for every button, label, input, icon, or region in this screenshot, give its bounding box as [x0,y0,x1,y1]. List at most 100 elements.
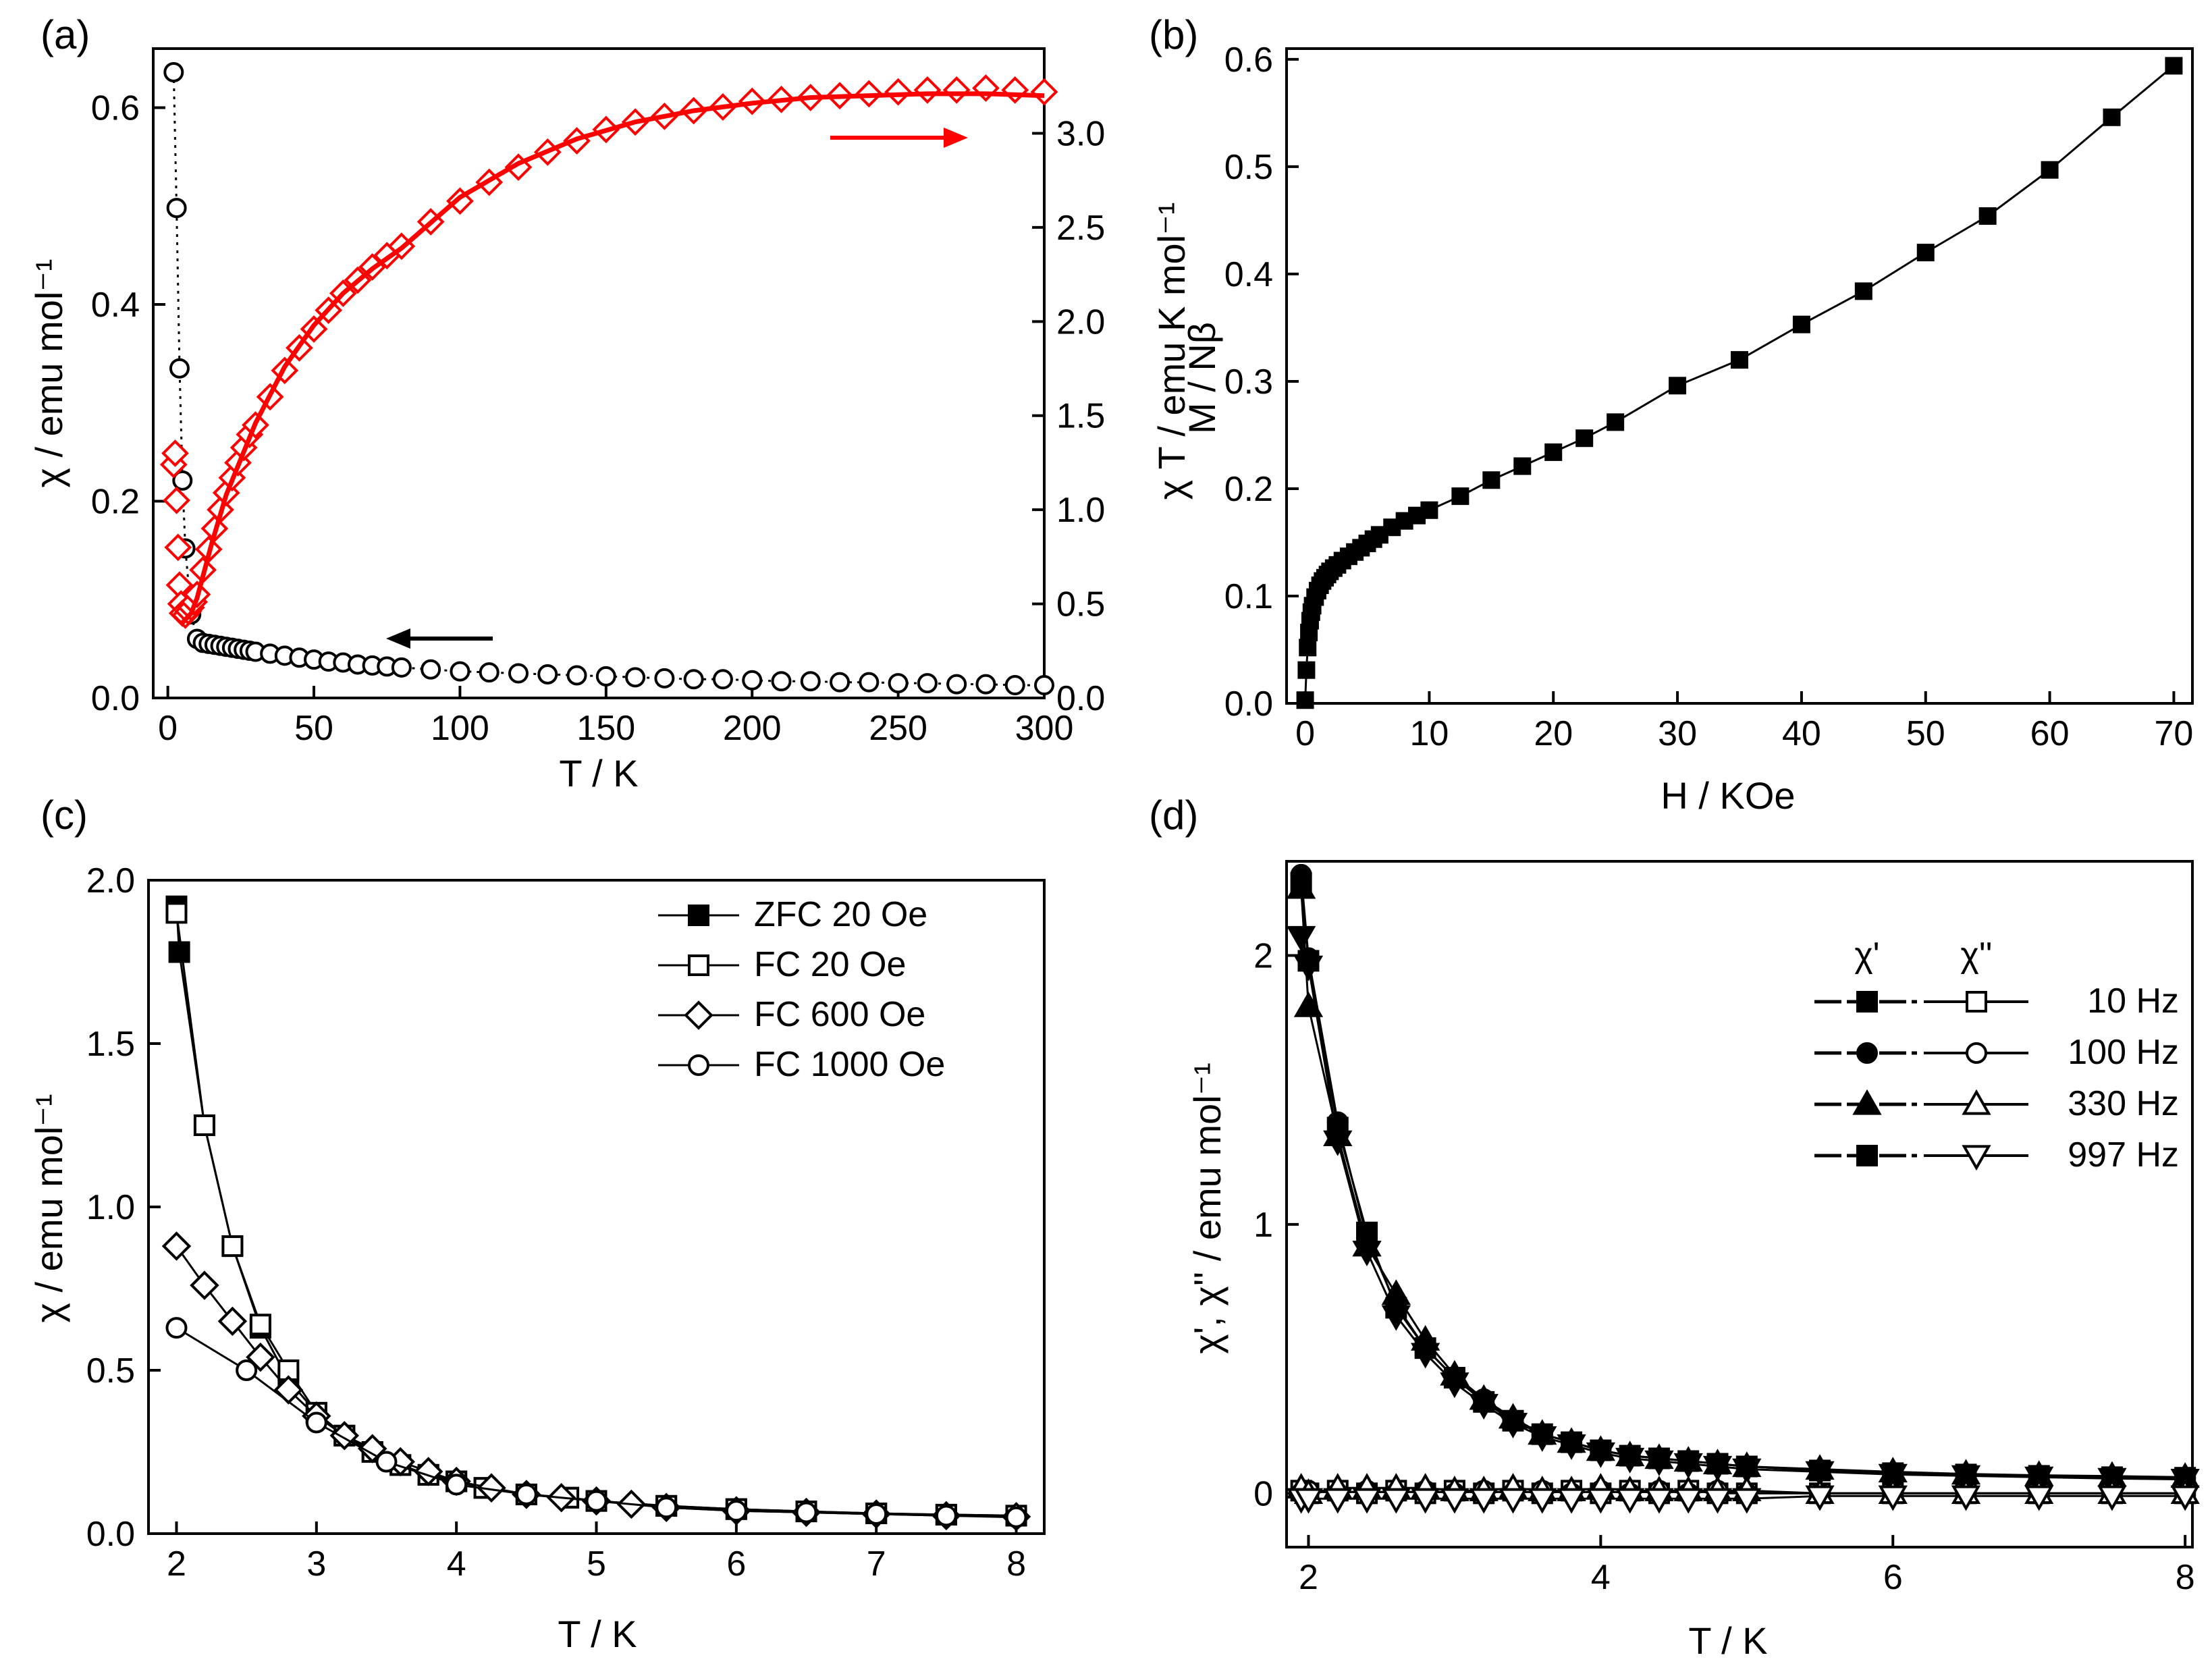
panel-b-series-0-point [2165,57,2183,75]
panel-a-y-right-tick-label: 2.5 [1056,209,1105,248]
panel-d-x-tick-label: 8 [2176,1558,2195,1597]
panel-a-y-right-tick-label: 2.0 [1056,302,1105,342]
panel-c-series-3-point [725,1500,747,1522]
panel-a-arrow-left-head [386,628,410,649]
panel-d-series-7-point [1644,1488,1674,1514]
panel-c-x-tick-label: 2 [167,1544,186,1584]
panel-d-series-3-point [1615,1447,1645,1474]
panel-a-series-0-point [712,669,733,690]
panel-b-frame [1285,47,2194,705]
panel-c-legend-label-0: ZFC 20 Oe [754,895,927,934]
panel-c: (c) 2 3 4 5 6 7 8 0.0 0.5 1.0 1.5 2.0 ZFC 20 Oe FC 20… [28,792,1046,1655]
panel-a-series-0-point [566,665,587,686]
panel-c-legend-marker-0 [688,905,709,926]
panel-d-series-2-line [1300,888,2186,1478]
panel-b-y-tick-label: 0.2 [1224,470,1273,509]
panel-d-series-3-point [1878,1463,1908,1490]
panel-c-series-3-point [515,1483,537,1505]
panel-c-series-2-point [477,1473,506,1503]
panel-b-series-0-point [1731,351,1748,369]
panel-c-series-2-point [217,1306,248,1337]
panel-c-series-3-point [375,1451,398,1473]
panel-c-tag: (c) [41,792,88,838]
panel-c-series-3-point [655,1496,678,1519]
panel-b-x-tick-label: 70 [2155,714,2194,753]
panel-d-legend-marker-a-2 [1852,1089,1882,1115]
panel-a-x-tick-label: 0 [158,709,178,748]
panel-b-series-0-point [2103,108,2121,126]
panel-b-x-tick-label: 0 [1295,714,1315,753]
panel-c-x-axis-label: T / K [558,1613,637,1655]
panel-d-series-3-point [1469,1394,1499,1420]
panel-a-series-0-point [830,672,851,693]
panel-b-series-0-point [1916,244,1935,262]
panel-b-series-0-point [1297,661,1316,679]
panel-c-legend-marker-1 [688,954,709,976]
panel-b-y-tick-label: 0.3 [1224,362,1273,402]
panel-d-series-7-point [1586,1488,1616,1514]
panel-c-series-3-point [935,1505,957,1527]
panel-b-y-axis-label: M / Nβ [1181,322,1223,434]
panel-b-y-tick-label: 0.5 [1224,148,1273,187]
panel-a-y-right-tick-label: 0.0 [1056,679,1105,718]
panel-a-series-0-point [888,673,909,694]
panel-a-series-1-point [913,76,942,104]
panel-b-series-0-point [1607,413,1625,431]
panel-c-series-2-point [358,1434,387,1463]
panel-c-series-3-point [585,1490,608,1512]
panel-d-x-tick-label: 2 [1299,1558,1318,1597]
panel-a-series-0-point [742,670,763,691]
panel-d-series-3-point [1528,1426,1557,1452]
panel-d-series-7-point [1528,1488,1557,1514]
panel-c-series-3-point [305,1411,327,1434]
panel-d-series-7-point [1702,1488,1733,1514]
panel-b-x-tick-label: 40 [1782,714,1821,753]
panel-a-series-1-point [972,74,1000,102]
panel-d-series-7-point [1951,1485,1981,1511]
panel-a: (a) 0 50 100 150 200 250 3000.00.20.40.60.00.5… [28,12,1193,794]
panel-a-series-1-point [161,439,189,467]
panel-a-x-tick-label: 300 [1015,709,1074,748]
panel-d-y-tick-label: 1 [1253,1206,1273,1245]
panel-c-y-axis-label: χ / emu mol⁻¹ [28,1094,70,1322]
panel-c-series-2-line [176,1245,1017,1518]
panel-d-x-tick-label: 4 [1591,1558,1611,1597]
panel-d-series-7-point [1673,1488,1703,1514]
panel-d-y-tick-label: 2 [1253,936,1273,975]
panel-a-series-1-point [942,76,971,104]
panel-d-series-3-line [1300,936,2186,1481]
panel-d-legend-marker-b-2 [1962,1089,1991,1115]
panel-d-series-7-point [1557,1488,1586,1514]
panel-b-y-tick-label: 0.4 [1224,255,1273,294]
panel-a-series-0-point [537,664,558,685]
panel-b-x-tick-label: 50 [1906,714,1945,753]
panel-a-y-right-tick-label: 0.5 [1056,585,1105,624]
panel-d-series-3-point [1323,1130,1353,1156]
panel-d-series-2-point [1381,1279,1411,1305]
panel-d-legend-label-2: 330 Hz [2068,1084,2179,1123]
panel-d-legend-label-3: 997 Hz [2068,1135,2179,1175]
panel-a-series-0-line [172,72,1044,686]
panel-a-series-0-point [166,198,187,219]
panel-a-series-0-point [450,661,470,682]
panel-d-series-7-point [1323,1488,1353,1514]
panel-c-legend-label-3: FC 1000 Oe [754,1045,945,1084]
panel-a-x-tick-label: 100 [431,709,489,748]
panel-b-series-0-line [1304,65,2175,701]
panel-d-series-7-point [1805,1485,1835,1511]
panel-c-x-tick-label: 4 [447,1544,466,1584]
panel-c-legend-label-1: FC 20 Oe [754,945,906,984]
panel-c-y-tick-label: 0.0 [86,1515,135,1554]
panel-c-series-1-point [193,1114,215,1136]
panel-d-series-3-point [1951,1465,1981,1491]
panel-a-series-0-point [975,674,996,695]
panel-c-y-tick-label: 2.0 [86,861,135,900]
panel-d-series-3-point [1732,1458,1762,1484]
panel-c-y-tick-label: 1.0 [86,1188,135,1227]
panel-b-x-tick-label: 10 [1409,714,1449,753]
panel-c-series-2-point [161,1231,192,1261]
panel-c-y-tick-label: 1.5 [86,1025,135,1064]
panel-d-series-7-point [1878,1485,1908,1511]
panel-a-series-0-point [683,669,704,690]
